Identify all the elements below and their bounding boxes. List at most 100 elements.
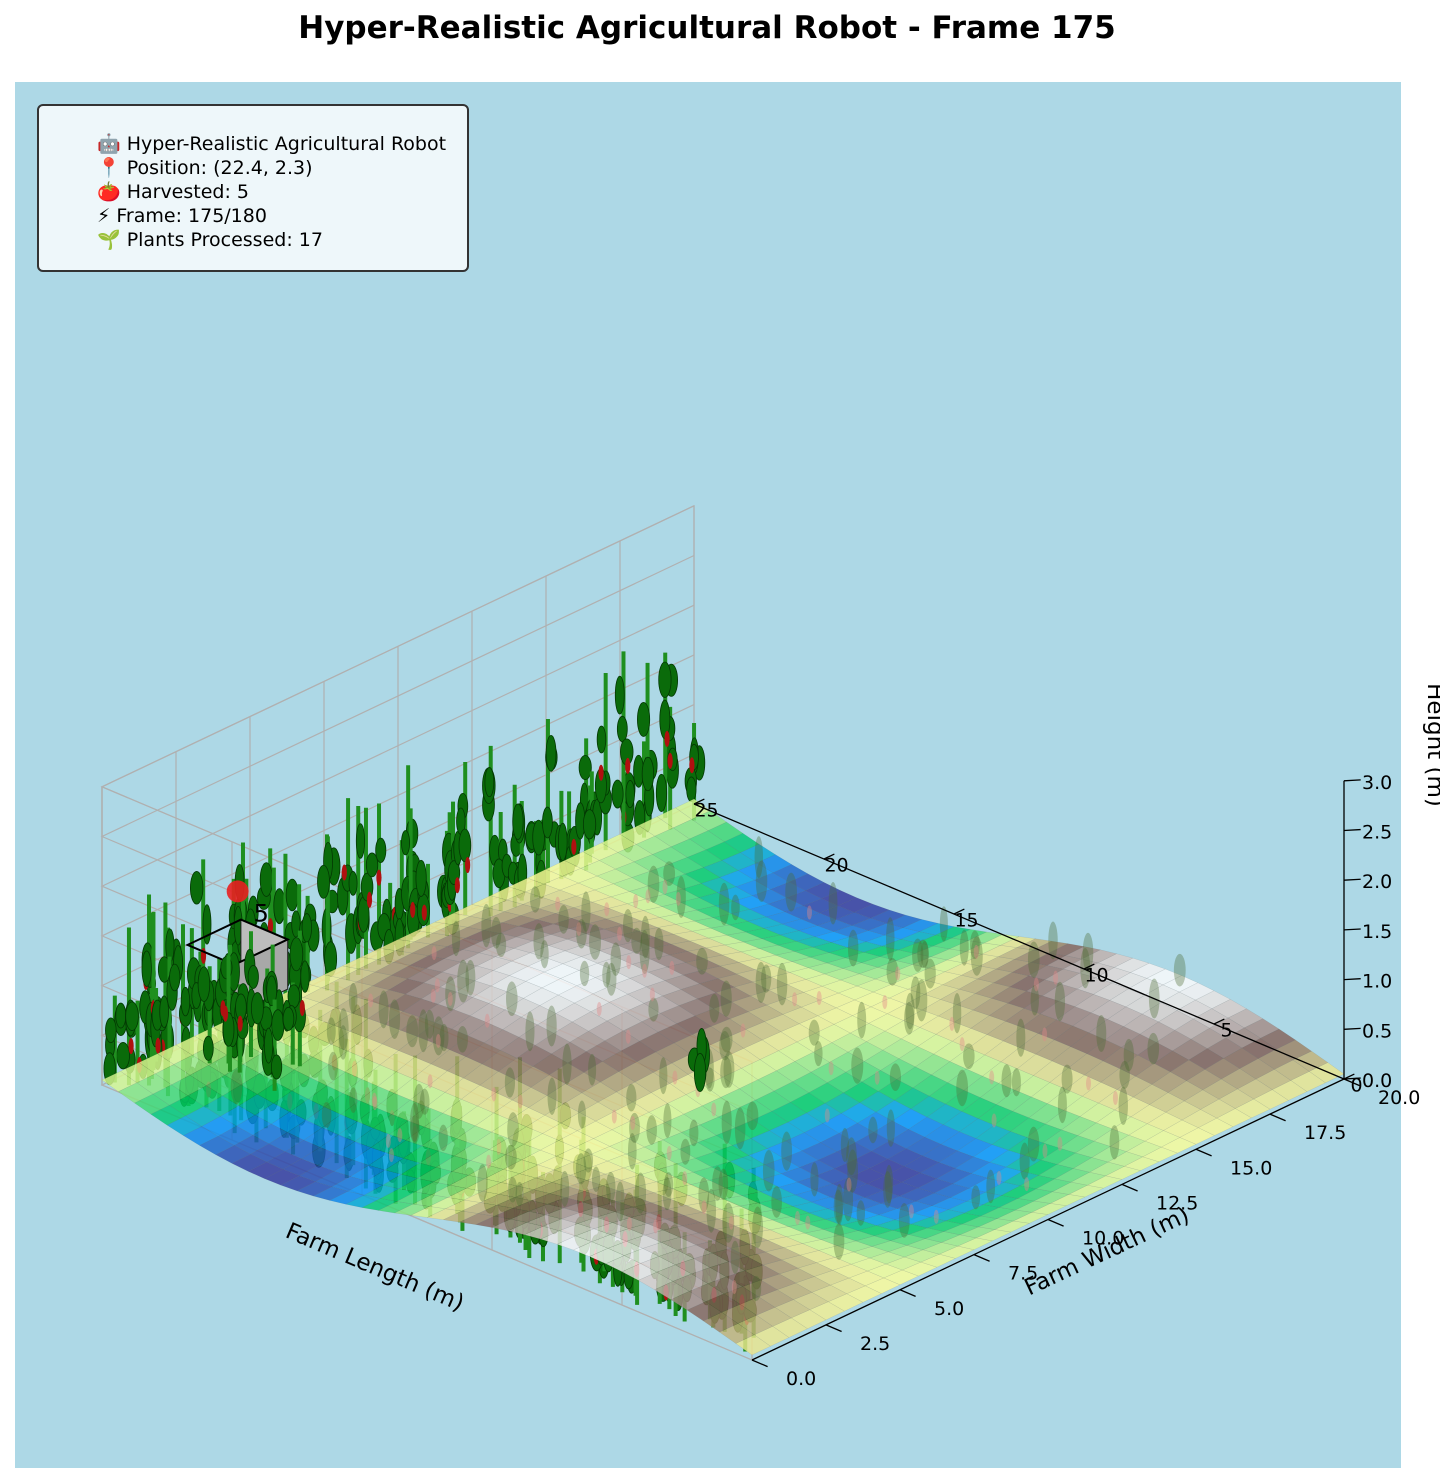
info-line-frame: ⚡ Frame: 175/180 — [97, 205, 267, 227]
submerged-leaf — [328, 1051, 338, 1081]
leaf — [512, 803, 524, 840]
submerged-tomato — [372, 1096, 378, 1111]
submerged-tomato — [596, 1002, 602, 1017]
leaf — [637, 702, 651, 737]
submerged-tomato — [517, 1094, 523, 1109]
tomato — [128, 1038, 134, 1055]
submerged-tomato — [996, 1170, 1002, 1185]
submerged-tomato — [959, 1037, 965, 1052]
y-tick — [1195, 1148, 1212, 1157]
tomato — [237, 1015, 243, 1032]
submerged-leaf — [629, 1112, 640, 1143]
submerged-leaf — [406, 1015, 419, 1048]
submerged-leaf — [785, 872, 797, 912]
tomato — [571, 838, 577, 855]
robot-top — [185, 918, 291, 966]
info-line-position: 📍 Position: (22.4, 2.3) — [97, 157, 313, 179]
submerged-leaf — [986, 1169, 996, 1204]
submerged-leaf — [602, 961, 611, 988]
y-tick — [1047, 1218, 1064, 1227]
submerged-leaf — [718, 882, 730, 926]
leaf — [105, 1017, 117, 1044]
leaf — [247, 965, 259, 989]
submerged-tomato — [430, 988, 436, 1003]
submerged-leaf — [905, 992, 915, 1030]
submerged-leaf — [712, 1166, 723, 1201]
plant — [687, 1028, 710, 1092]
submerged-leaf — [886, 957, 899, 986]
submerged-tomato — [371, 1092, 377, 1107]
leaf — [658, 661, 672, 698]
leaf — [271, 1009, 285, 1041]
submerged-leaf — [508, 1176, 518, 1203]
submerged-leaf — [581, 891, 591, 932]
submerged-leaf — [843, 1177, 854, 1222]
plant — [317, 836, 341, 982]
plant — [261, 999, 285, 1091]
submerged-tomato — [846, 1177, 852, 1192]
submerged-tomato — [1033, 977, 1039, 992]
info-line-plants: 🌱 Plants Processed: 17 — [97, 229, 323, 251]
submerged-tomato — [895, 966, 901, 981]
submerged-tomato — [385, 1133, 391, 1148]
submerged-leaf — [956, 1069, 969, 1107]
z-tick-label: 0.0 — [1362, 1070, 1392, 1092]
submerged-tomato — [486, 1154, 492, 1169]
plant — [244, 931, 264, 1058]
submerged-tomato — [1024, 1177, 1030, 1192]
submerged-leaf — [659, 1057, 668, 1095]
submerged-leaf — [525, 1011, 535, 1052]
submerged-leaf — [326, 1017, 336, 1045]
submerged-leaf — [847, 929, 859, 967]
submerged-leaf — [606, 1171, 616, 1203]
submerged-leaf — [915, 979, 928, 1022]
submerged-tomato — [604, 902, 610, 917]
y-tick — [1343, 1078, 1360, 1087]
x-tick-label: 20 — [824, 855, 848, 877]
y-tick-label: 15.0 — [1230, 1157, 1272, 1179]
submerged-leaf — [723, 1051, 735, 1088]
submerged-leaf — [720, 1026, 733, 1053]
submerged-leaf — [1016, 1018, 1026, 1057]
submerged-leaf — [547, 1077, 557, 1115]
leaf — [301, 913, 312, 943]
z-tick-label: 3.0 — [1362, 772, 1392, 794]
submerged-leaf — [720, 1056, 732, 1089]
submerged-tomato — [933, 1209, 939, 1224]
submerged-leaf — [491, 916, 502, 949]
submerged-leaf — [338, 1008, 349, 1051]
submerged-leaf — [833, 1189, 843, 1224]
submerged-leaf — [481, 903, 492, 948]
submerged-leaf — [648, 997, 659, 1022]
submerged-leaf — [970, 936, 983, 976]
z-tick — [1343, 878, 1361, 881]
y-tick — [825, 1324, 842, 1333]
submerged-tomato — [555, 896, 561, 911]
submerged-leaf — [828, 881, 838, 925]
z-tick-label: 1.5 — [1362, 921, 1392, 943]
y-tick — [899, 1289, 916, 1297]
leaf — [582, 809, 597, 840]
tomato — [299, 999, 305, 1016]
submerged-leaf — [626, 1084, 637, 1112]
leaf — [259, 862, 273, 897]
submerged-leaf — [530, 886, 541, 913]
submerged-leaf — [730, 1240, 740, 1274]
submerged-tomato — [672, 1070, 678, 1085]
submerged-leaf — [591, 1166, 601, 1193]
y-tick-label: 2.5 — [860, 1333, 890, 1355]
submerged-leaf — [959, 929, 969, 966]
tick-labels: 0 5 10 15 20 25 0.0 2.5 5.0 7.5 10.0 12.5 15.0 17.5 20… — [694, 772, 1420, 1390]
z-axis-label: Height (m) — [1422, 683, 1440, 807]
leaf — [655, 773, 668, 812]
leaf — [484, 767, 495, 798]
submerged-leaf — [731, 894, 740, 921]
submerged-tomato — [431, 946, 437, 961]
submerged-tomato — [617, 926, 623, 941]
submerged-leaf — [338, 1025, 348, 1060]
y-tick-label: 0.0 — [786, 1368, 816, 1390]
submerged-tomato — [675, 891, 681, 906]
leaf — [115, 1002, 127, 1029]
submerged-leaf — [706, 1188, 716, 1233]
y-tick-label: 7.5 — [1008, 1263, 1038, 1285]
